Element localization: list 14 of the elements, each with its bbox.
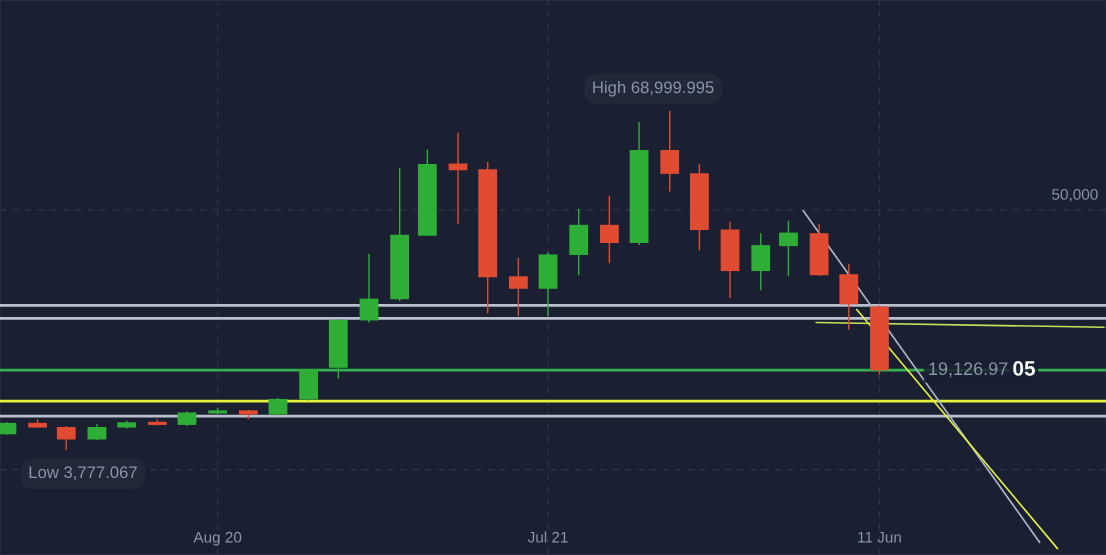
annotation: Low 3,777.067	[29, 466, 137, 481]
candlestick	[508, 257, 528, 317]
candlestick	[779, 219, 798, 277]
annotation: 50,000	[1052, 188, 1098, 202]
candlestick	[660, 110, 680, 193]
candlestick	[359, 253, 379, 324]
x-tick-label: Aug 20	[193, 531, 242, 546]
candlestick	[599, 195, 619, 264]
candlestick	[448, 132, 468, 226]
ref-line-label: 19,126.97 05	[929, 361, 1036, 378]
x-tick-label: Jul 21	[527, 531, 568, 543]
x-tick-label: 11 Jun	[858, 531, 901, 543]
annotation: High 68,999.995	[593, 81, 714, 97]
candlestick	[56, 425, 76, 451]
